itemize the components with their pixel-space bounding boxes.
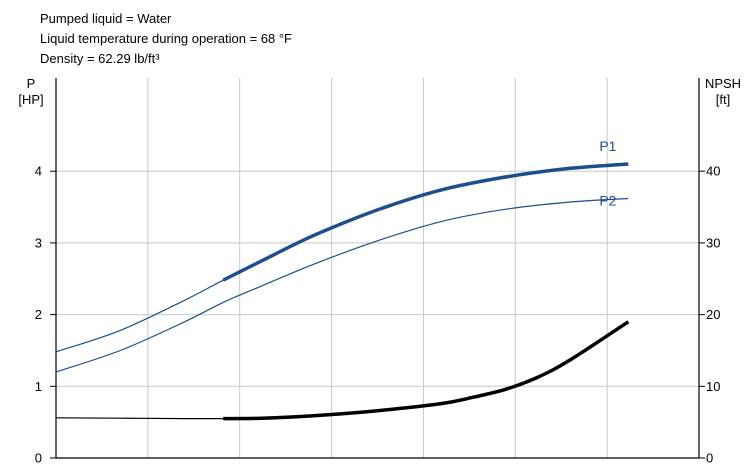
chart-annotations: Pumped liquid = Water Liquid temperature… xyxy=(40,11,292,66)
series-npsh-line xyxy=(55,321,629,420)
series-p1-line xyxy=(55,163,629,353)
left-tick-label: 3 xyxy=(35,235,42,250)
series-p2-line xyxy=(55,197,629,373)
annotation-density: Density = 62.29 lb/ft³ xyxy=(40,51,160,66)
left-tick-label: 1 xyxy=(35,379,42,394)
left-axis-unit: [HP] xyxy=(18,92,43,107)
right-axis-ticks: 0 10 20 30 40 xyxy=(699,164,720,466)
right-tick-label: 40 xyxy=(706,164,720,179)
left-axis-label: P xyxy=(27,76,36,91)
right-tick-label: 20 xyxy=(706,307,720,322)
grid xyxy=(56,78,699,458)
series-label-p2: P2 xyxy=(599,193,616,209)
series-label-p1: P1 xyxy=(599,138,616,154)
left-axis-ticks: 0 1 2 3 4 xyxy=(35,164,56,466)
axes xyxy=(55,78,700,459)
annotation-liquid-temperature: Liquid temperature during operation = 68… xyxy=(40,31,292,46)
left-tick-label: 2 xyxy=(35,307,42,322)
right-axis-label: NPSH xyxy=(705,76,741,91)
right-axis-unit: [ft] xyxy=(716,92,730,107)
series-labels: P1 P2 xyxy=(599,138,616,208)
right-tick-label: 30 xyxy=(706,235,720,250)
left-tick-label: 0 xyxy=(35,451,42,466)
left-tick-label: 4 xyxy=(35,164,42,179)
right-tick-label: 10 xyxy=(706,379,720,394)
right-tick-label: 0 xyxy=(706,451,713,466)
series-p1-duty-line xyxy=(222,162,629,282)
series-layer xyxy=(55,162,630,421)
series-npsh-duty-line xyxy=(223,320,630,421)
annotation-pumped-liquid: Pumped liquid = Water xyxy=(40,11,172,26)
